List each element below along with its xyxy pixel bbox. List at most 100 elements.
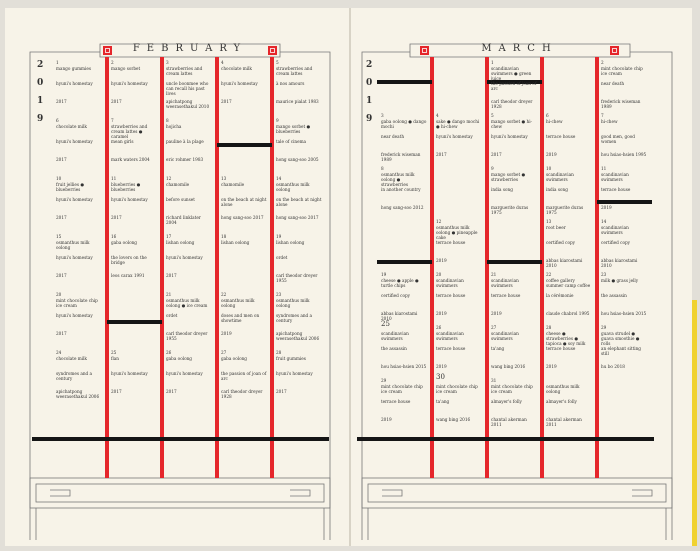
- credit: wang bing 2016: [436, 417, 471, 422]
- credit: 2019: [436, 311, 447, 316]
- film: syndromes and a century: [56, 371, 93, 381]
- snack: gaba oolong: [221, 356, 247, 361]
- day-cell: 14 osmanthus milk oolong on the beach at n…: [276, 176, 322, 232]
- credit: 2017: [436, 152, 447, 157]
- day-cell: 4 sake ● dango mochi ● hi-chew hyuni's hom…: [436, 113, 482, 169]
- red-strip: [595, 57, 599, 478]
- red-strip: [430, 57, 434, 478]
- credit: 2017: [56, 273, 67, 278]
- film: terrace house: [436, 293, 466, 298]
- day-number: 17: [166, 234, 172, 239]
- day-number: 16: [111, 234, 117, 239]
- month-title: FEBRUARY: [132, 43, 248, 54]
- day-cell: 23 osmanthus milk oolong syndromes and a c…: [276, 292, 322, 348]
- film: terrace house: [546, 346, 576, 351]
- day-cell: 3 strawberries and cream lattes uncle boon…: [166, 60, 212, 116]
- credit: 2019: [491, 311, 502, 316]
- snack: osmanthus milk oolong: [546, 384, 580, 394]
- snack: chamomile: [166, 182, 190, 187]
- snack: scandinavian swimmers: [601, 172, 629, 182]
- day-cell: 26 scandinavian swimmers terrace house 2019: [436, 325, 482, 381]
- credit: 2017: [111, 215, 122, 220]
- credit: 2019: [546, 152, 557, 157]
- black-bar: [377, 260, 432, 264]
- day-cell: 20 mint chocolate chip ice cream hyuni's h…: [56, 292, 102, 348]
- day-number: 13: [546, 219, 552, 224]
- snack: osmanthus milk oolong ● ice cream: [166, 298, 208, 308]
- day-number: 2: [111, 60, 114, 65]
- day-number: 31: [491, 378, 497, 383]
- day-cell: 25 scandinavian swimmers the assassin hou h…: [381, 320, 427, 381]
- credit: marguerite duras 1975: [546, 205, 584, 215]
- credit: marguerite duras 1975: [491, 205, 529, 215]
- film: hyuni's homestay: [436, 134, 473, 139]
- day-number: 6: [546, 113, 549, 118]
- film: certified copy: [381, 293, 411, 298]
- film: the passion of joan of arc: [491, 81, 537, 91]
- film: the lovers on the bridge: [111, 255, 147, 265]
- snack: hi-chew: [546, 119, 563, 124]
- film: hyuni's homestay: [56, 81, 93, 86]
- credit: hu bo 2018: [601, 364, 625, 369]
- snack: hi-chew: [601, 119, 618, 124]
- credit: eric rohmer 1983: [166, 157, 204, 162]
- day-number: 10: [56, 176, 62, 181]
- day-cell: 15 osmanthus milk oolong hyuni's homestay 2…: [56, 234, 102, 290]
- credit: maurice pialat 1983: [276, 99, 319, 104]
- day-number: 29: [381, 378, 387, 383]
- film: ordet: [276, 255, 288, 260]
- film: hyuni's homestay: [56, 313, 93, 318]
- day-number: 25: [381, 320, 390, 328]
- year-digit: 0: [366, 78, 373, 88]
- snack: fruit gummies: [276, 356, 306, 361]
- snack: mango sorbet ● strawberries: [491, 172, 526, 182]
- film: terrace house: [491, 293, 521, 298]
- film: hyuni's homestay: [56, 139, 93, 144]
- credit: abbas kiarostami 2010: [601, 258, 638, 268]
- day-cell: 19 cheese ● apple ● turtle chips certified…: [381, 272, 427, 328]
- snack: scandinavian swimmers: [491, 331, 519, 341]
- snack: gaba oolong: [111, 240, 137, 245]
- snack: strawberries and cream lattes: [276, 66, 313, 76]
- credit: apichatpong weerasethakul 2006: [276, 331, 320, 341]
- day-number: 12: [166, 176, 172, 181]
- snack: osmanthus milk oolong: [221, 298, 255, 308]
- day-cell: 23 milk ● grass jelly the assassin hou hsia…: [601, 272, 647, 328]
- snack: mint chocolate chip ice cream: [56, 298, 98, 308]
- day-cell: 5 strawberries and cream lattes à nos amou…: [276, 60, 322, 116]
- day-number: 19: [276, 234, 282, 239]
- edge: [692, 300, 697, 546]
- day-number: 5: [491, 113, 494, 118]
- credit: 2017: [111, 389, 122, 394]
- credit: apichatpong weerasethakul 2006: [56, 389, 100, 399]
- day-cell: 13 root beer certified copy abbas kiarostam…: [546, 219, 592, 275]
- day-number: 1: [56, 60, 59, 65]
- snack: scandinavian swimmers: [381, 331, 409, 341]
- film: near death: [381, 134, 405, 139]
- day-cell: 30 mint chocolate chip ice cream ta'ang wan…: [436, 374, 482, 434]
- black-bar: [357, 437, 654, 441]
- day-cell: 28 fruit gummies hyuni's homestay 2017: [276, 350, 322, 406]
- credit: 2017: [491, 152, 502, 157]
- red-strip: [105, 57, 109, 478]
- day-number: 25: [111, 350, 117, 355]
- day-cell: 21 osmanthus milk oolong ● ice cream ordet…: [166, 292, 212, 348]
- film: terrace house: [436, 346, 466, 351]
- year-digit: 2: [366, 60, 373, 70]
- snack: root beer: [546, 225, 566, 230]
- day-cell: 16 gaba oolong the lovers on the bridge leo…: [111, 234, 157, 290]
- credit: 2017: [56, 99, 67, 104]
- day-cell: 5 mango sorbet ● hi-chew hyuni's homestay 2…: [491, 113, 537, 169]
- snack: scandinavian swimmers: [436, 331, 464, 341]
- credit: 2019: [601, 205, 612, 210]
- red-strip: [270, 57, 274, 478]
- credit: mark waters 2004: [111, 157, 150, 162]
- snack: guava strudel ● guava smoothie ● rolls: [601, 331, 640, 346]
- day-number: 7: [601, 113, 604, 118]
- day-cell: 14 scandinavian swimmers certified copy abb…: [601, 219, 647, 275]
- day-number: 24: [56, 350, 62, 355]
- film: an elephant sitting still: [601, 346, 641, 356]
- day-number: 14: [601, 219, 607, 224]
